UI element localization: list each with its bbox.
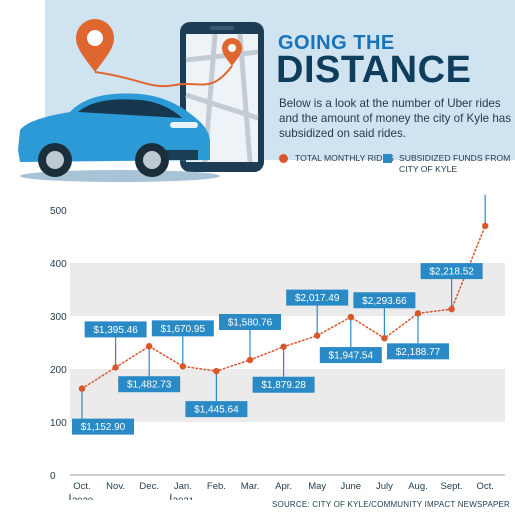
rides-data-point: [246, 356, 254, 364]
subsidy-label: $1,947.54: [329, 351, 374, 362]
subtitle: Below is a look at the number of Uber ri…: [279, 97, 512, 140]
legend-label: TOTAL MONTHLY RIDES: [295, 153, 394, 163]
callout-box: [353, 292, 416, 309]
map-pin-icon: [222, 38, 242, 66]
y-tick-label: 100: [50, 418, 67, 429]
rides-data-point: [179, 363, 186, 370]
title-line-1: GOING THE: [278, 32, 395, 54]
x-tick-label: Oct.: [476, 481, 493, 492]
subsidy-label: $2,293.66: [362, 296, 407, 307]
callout-box: [72, 418, 134, 435]
title-line-2: DISTANCE: [276, 49, 472, 91]
callout-box: [387, 343, 449, 360]
x-tick-label: Oct.: [73, 481, 90, 492]
callout-box: [219, 313, 281, 330]
y-tick-label: 400: [50, 259, 67, 270]
x-tick-label: Nov.: [106, 481, 125, 492]
rides-data-point: [146, 343, 153, 350]
car-icon: [18, 93, 220, 182]
map-pin-icon: [76, 19, 114, 72]
callout-box: [252, 376, 315, 393]
rides-data-point: [213, 367, 220, 375]
callout-box: [151, 320, 214, 337]
callout-box: [84, 321, 147, 338]
callout-box: [420, 263, 483, 280]
subsidy-label: $2,188.77: [396, 347, 441, 358]
year-label: 2020: [72, 496, 93, 500]
x-tick-label: May: [308, 481, 326, 492]
callout-box: [286, 289, 349, 306]
subsidy-label: $1,670.95: [161, 324, 206, 335]
rides-data-point: [112, 364, 119, 371]
x-tick-label: Sept.: [441, 481, 463, 492]
legend-label: SUBSIDIZED FUNDS FROM CITY OF KYLE: [399, 153, 511, 174]
legend-dot-icon: [279, 154, 288, 163]
x-tick-label: Apr.: [275, 481, 292, 492]
rides-data-point: [78, 385, 86, 392]
callout-box: [118, 376, 181, 393]
y-tick-label: 300: [50, 312, 67, 323]
year-label: 2021: [173, 496, 194, 500]
car-and-phone-illustration: [18, 19, 264, 182]
x-tick-label: June: [340, 481, 361, 492]
x-tick-label: Aug.: [408, 481, 428, 492]
subsidy-label: $1,445.64: [194, 405, 239, 416]
callout-box: [185, 401, 248, 418]
subsidy-label: $2,218.52: [429, 267, 474, 278]
subsidy-label: $1,152.90: [81, 422, 126, 433]
legend-square-icon: [383, 154, 392, 163]
subsidy-label: $1,482.73: [127, 380, 172, 391]
rides-data-point: [414, 310, 422, 317]
y-tick-label: 500: [50, 206, 67, 217]
rides-data-point: [448, 305, 455, 313]
y-tick-label: 0: [50, 471, 56, 482]
rides-data-point: [482, 222, 489, 230]
x-tick-label: July: [376, 481, 393, 492]
callout-box: [319, 347, 382, 364]
rides-data-point: [280, 343, 287, 350]
source-credit: SOURCE: CITY OF KYLE/COMMUNITY IMPACT NE…: [272, 500, 511, 509]
x-tick-label: Dec.: [139, 481, 159, 492]
x-tick-label: Mar.: [241, 481, 259, 492]
rides-line-chart: 0 100 200 300 400 500 Oct. Nov. Dec. Jan. Feb. Mar.…: [50, 195, 505, 500]
subsidy-label: $2,017.49: [295, 293, 340, 304]
subsidy-label: $1,395.46: [93, 325, 138, 336]
x-tick-label: Feb.: [207, 481, 226, 492]
subsidy-label: $1,580.76: [228, 317, 273, 328]
subsidy-label: $1,879.28: [261, 380, 306, 391]
header-graphic: GOING THE DISTANCE Below is a look at th…: [0, 0, 515, 195]
rides-data-point: [347, 313, 354, 321]
x-tick-label: Jan.: [174, 481, 192, 492]
rides-data-point: [381, 335, 388, 342]
y-tick-label: 200: [50, 365, 67, 376]
rides-data-point: [314, 332, 321, 339]
